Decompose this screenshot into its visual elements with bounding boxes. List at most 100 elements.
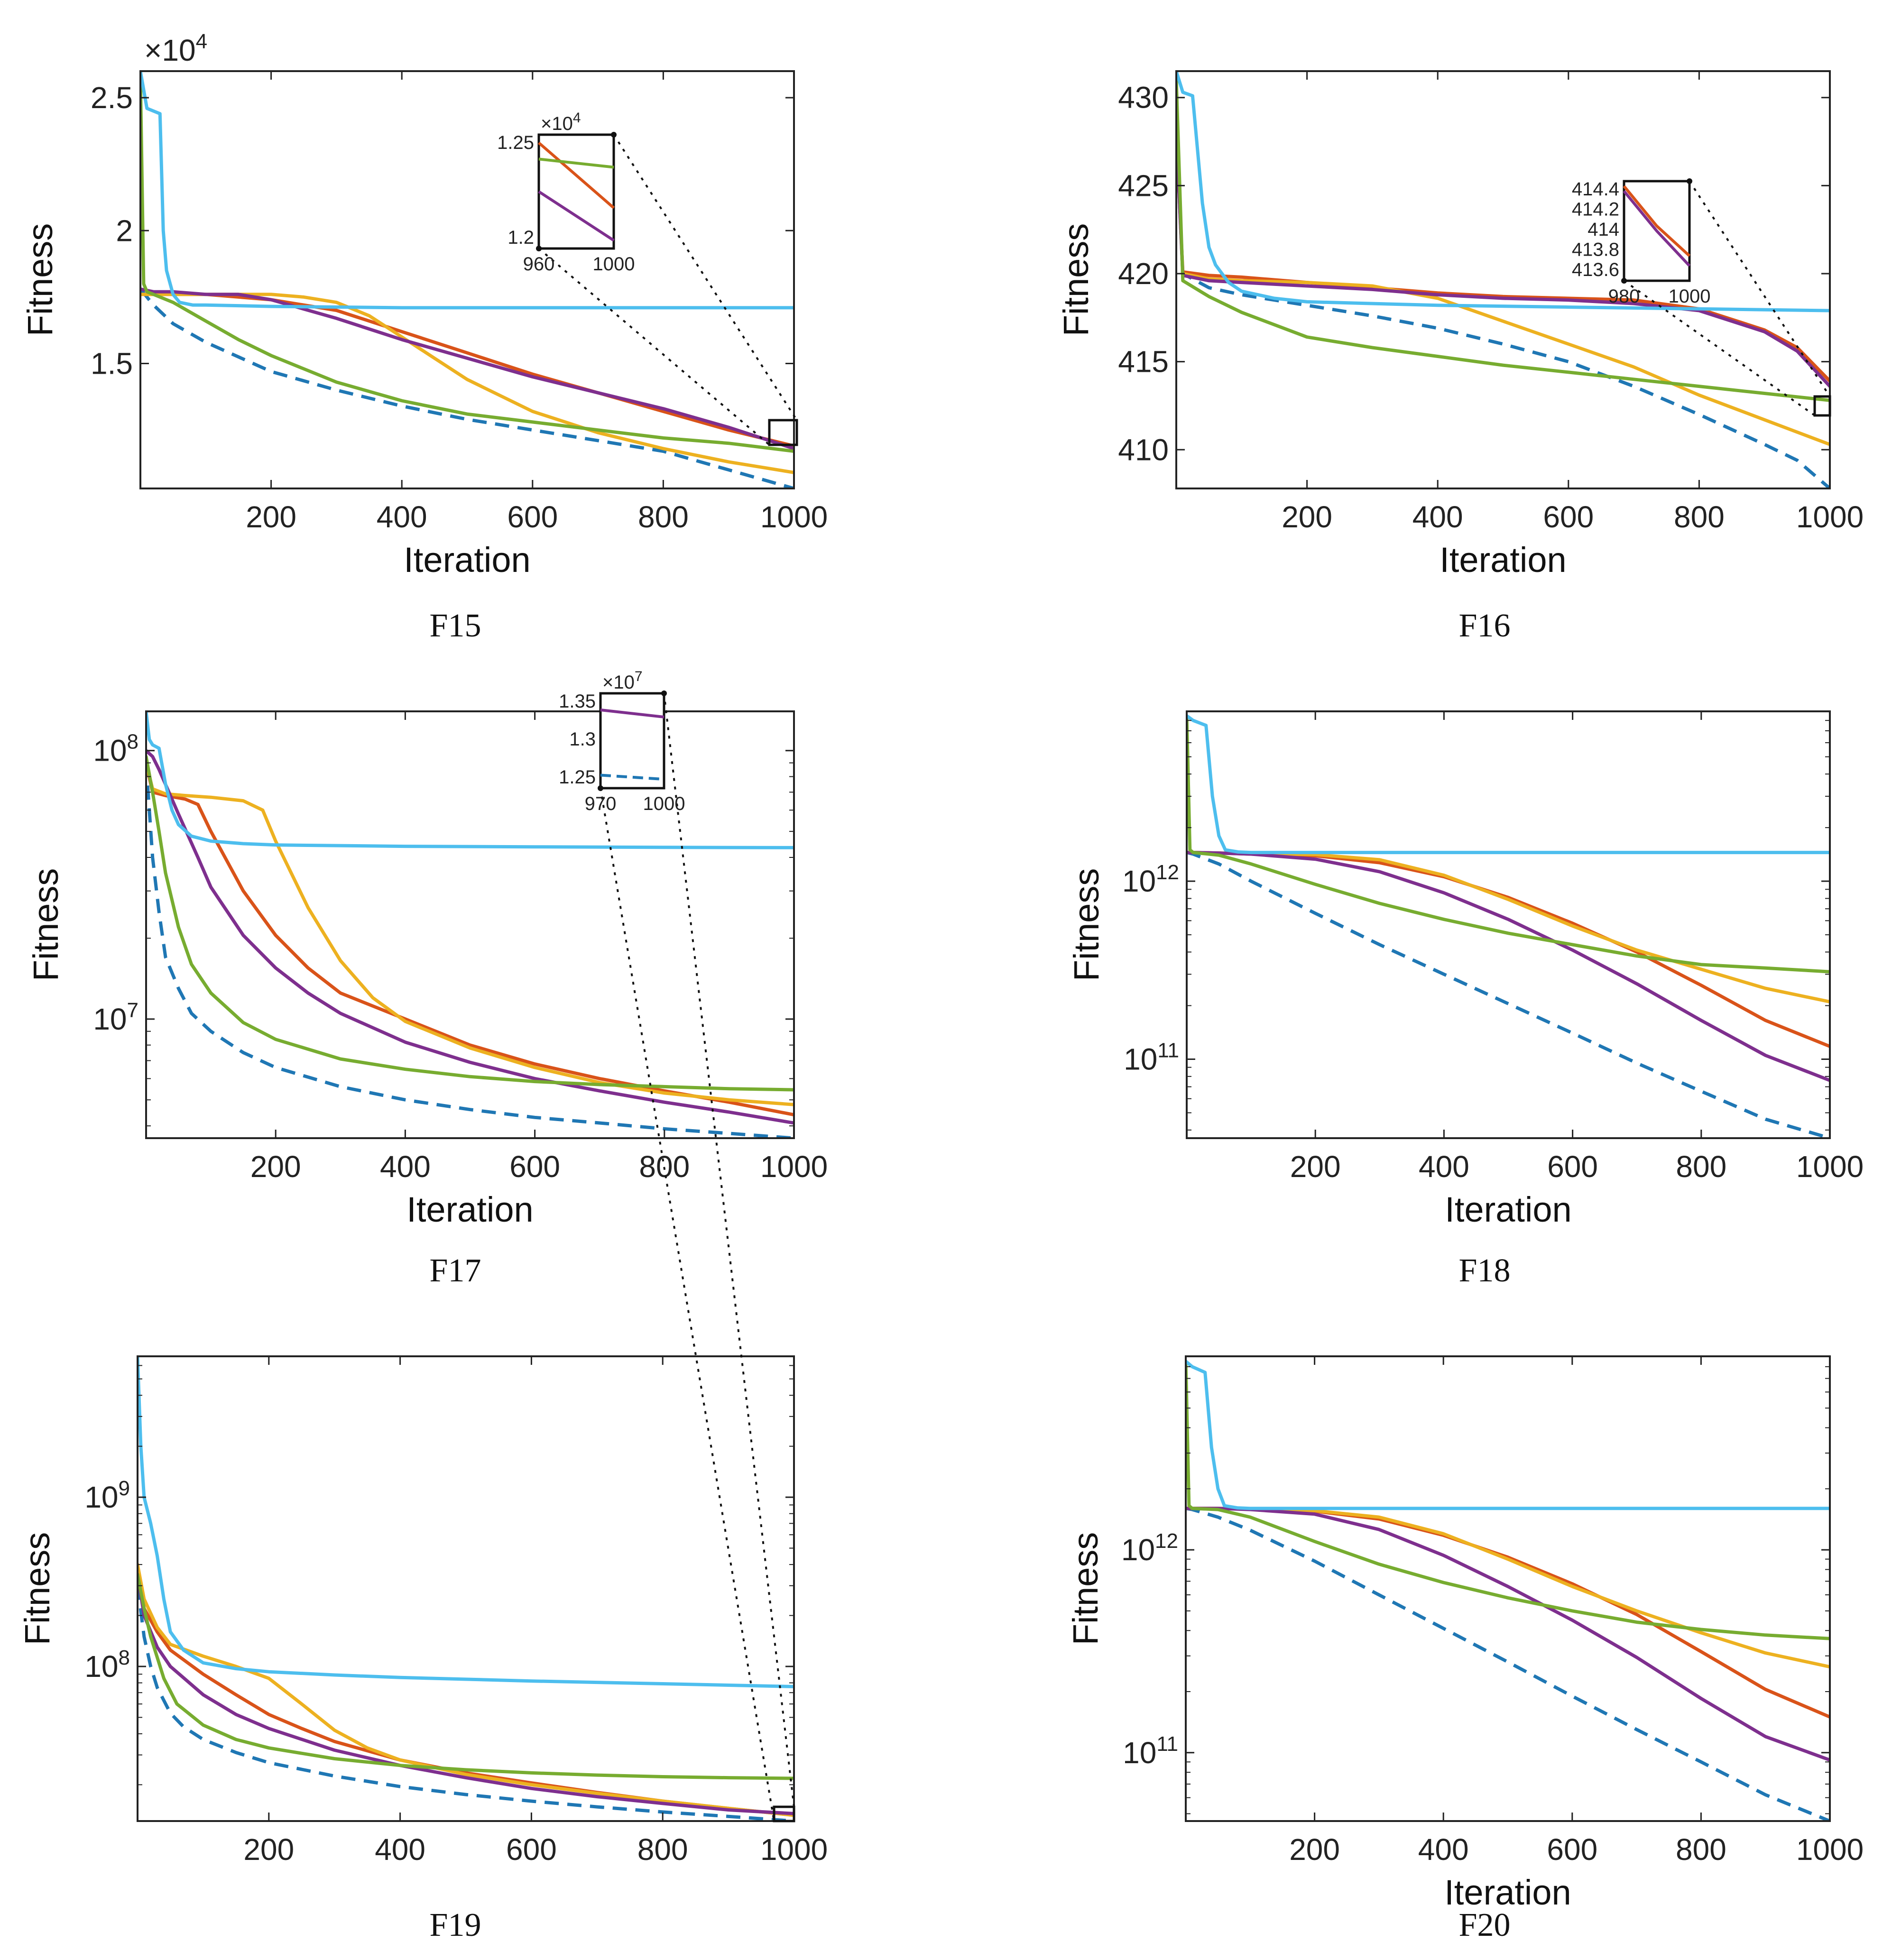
chart-f18: 200 400 600 800 1000 1011 1012 Iteration Fitness [1067,710,1864,1229]
inset-x-tick-label: 960 [523,254,555,275]
series-line-green [1187,714,1830,974]
plot-frame [137,1355,795,1822]
x-axis-label: Iteration [1444,1873,1571,1912]
y-tick-label: 108 [84,1646,130,1684]
series-line-purple [140,287,794,451]
x-tick-label: 600 [1543,500,1594,534]
series-line-green [1186,1360,1830,1640]
zoom-region-box [768,419,798,446]
x-tick-label: 400 [1412,500,1463,534]
series-line-yellow [138,1563,794,1817]
chart-f20: 200 400 600 800 1000 1011 1012 Iteration Fitness [1066,1355,1864,1912]
inset-x-tick-label: 980 [1608,286,1640,307]
series-line-yellow [1176,131,1830,446]
inset-corner-dot [661,690,667,696]
x-tick-label: 1000 [760,500,828,534]
y-axis-label: Fitness [18,1532,57,1646]
inset-corner-dot [1621,278,1627,284]
y-axis-label: Fitness [1066,1532,1105,1646]
inset-y-tick-label: 1.25 [497,132,534,153]
y-axis-label: Fitness [20,223,60,337]
series-line-dashed-blue [146,763,794,1138]
series-line-cyan [1176,71,1830,313]
series-line-cyan [1187,714,1830,855]
x-tick-label: 200 [1282,500,1332,534]
zoom-inset: 970 1000 1.35 1.3 1.25 ×107 [559,669,795,1822]
inset-series-line [538,157,614,169]
y-axis-label: Fitness [1067,868,1106,982]
series-line-dashed-blue [140,288,794,488]
y-tick-label: 107 [93,999,138,1036]
x-axis-label: Iteration [406,1190,533,1229]
series-line-orange [1186,1507,1830,1719]
inset-series-line [538,141,615,209]
series-group [138,1356,794,1821]
inset-series-line [538,190,615,242]
plot-frame [1175,70,1831,489]
x-tick-label: 400 [1418,1832,1469,1867]
caption-f18: F18 [1458,1252,1511,1289]
y-tick-label: 415 [1118,345,1169,379]
plot-frame [1186,710,1831,1139]
series-line-dashed-blue [1176,132,1830,488]
x-tick-label: 800 [638,500,689,534]
x-tick-label: 200 [250,1150,301,1184]
series-line-purple [1176,131,1830,388]
y-tick-label: 1012 [1121,1529,1178,1567]
x-tick-label: 600 [506,1832,557,1867]
series-line-dashed-blue [138,1585,794,1821]
plot-frame [145,710,795,1139]
x-tick-label: 800 [1674,500,1725,534]
caption-f20: F20 [1458,1907,1511,1943]
x-tick-label: 1000 [760,1832,828,1867]
series-line-green [138,1573,794,1780]
caption-f19: F19 [429,1907,481,1943]
series-line-orange [140,293,794,448]
y-tick-label: 430 [1118,81,1169,115]
inset-x-tick-label: 1000 [593,254,635,275]
caption-f16: F16 [1458,607,1511,644]
x-tick-label: 1000 [1796,1832,1864,1867]
x-tick-label: 400 [1419,1150,1469,1184]
series-line-cyan [140,71,794,310]
plot-frame [1185,1355,1831,1822]
inset-y-tick-label: 413.8 [1572,239,1619,260]
zoom-connector [663,693,795,1807]
inset-y-tick-label: 1.2 [508,227,534,248]
inset-multiplier: ×104 [541,110,581,134]
series-line-cyan [138,1356,794,1688]
series-line-purple [138,1573,794,1815]
plot-frame [139,70,795,489]
y-axis-label: Fitness [1056,223,1096,337]
series-group [1187,714,1830,1138]
series-line-orange [1187,851,1830,1048]
inset-corner-dot [536,246,542,251]
inset-x-tick-label: 1000 [1669,286,1711,307]
axis-multiplier: ×104 [144,30,207,67]
chart-f15: 200 400 600 800 1000 1.5 2 2.5 ×104 Iteration Fitn… [20,30,828,580]
x-tick-label: 200 [1290,1150,1341,1184]
series-line-orange [1176,131,1830,383]
x-tick-label: 400 [375,1832,425,1867]
x-tick-label: 1000 [1796,500,1864,534]
x-tick-label: 200 [246,500,296,534]
y-tick-label: 108 [93,730,138,768]
series-line-purple [146,749,794,1125]
x-tick-label: 600 [507,500,558,534]
inset-y-tick-label: 1.35 [559,691,596,712]
series-line-green [140,74,794,453]
caption-f15: F15 [429,607,481,644]
series-group [146,711,794,1138]
zoom-connector [1689,180,1831,397]
zoom-region-box [1813,395,1831,417]
series-line-green [1176,78,1830,402]
inset-x-tick-label: 1000 [643,793,685,814]
series-group [140,71,794,488]
series-line-orange [146,761,794,1117]
y-tick-label: 410 [1118,432,1169,467]
inset-corner-dot [1687,178,1692,184]
inset-y-tick-label: 1.25 [559,767,596,788]
